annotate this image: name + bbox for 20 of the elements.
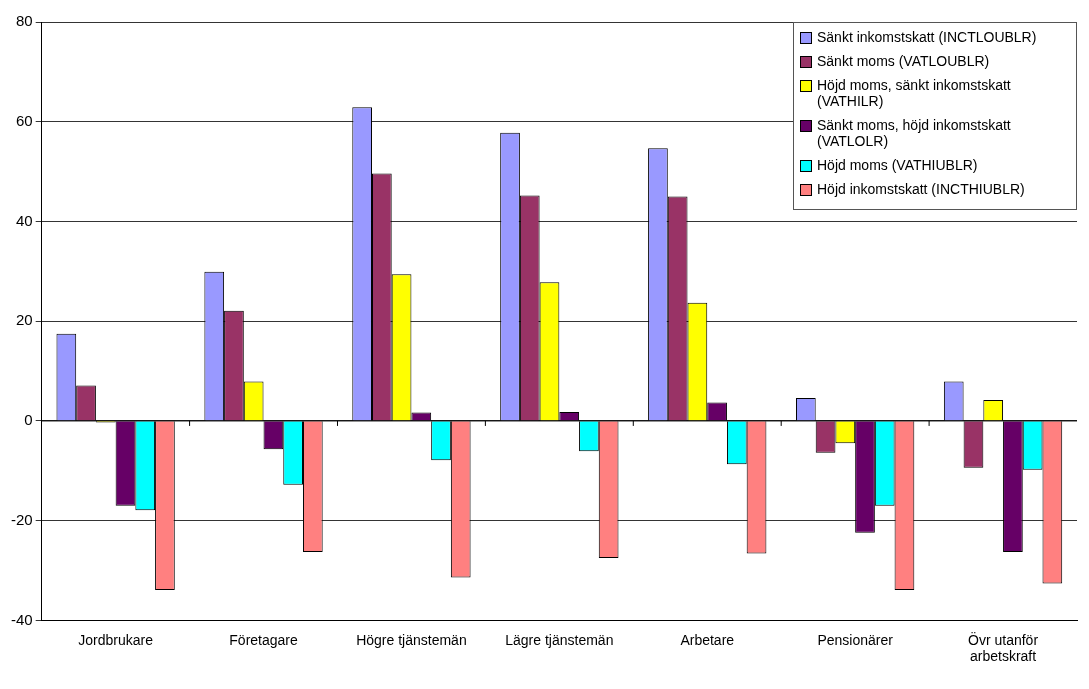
y-tick-label: 80 <box>15 12 33 30</box>
legend-label: Höjd moms, sänkt inkomstskatt (VATHILR) <box>817 77 1012 109</box>
legend-label: Sänkt inkomstskatt (INCTLOUBLR) <box>817 29 1037 45</box>
legend-label: Höjd inkomstskatt (INCTHIUBLR) <box>817 181 1025 197</box>
x-tick-label: Lägre tjänstemän <box>505 631 614 648</box>
x-tick-label: Arbetare <box>680 631 735 648</box>
y-tick-label: 60 <box>15 111 33 129</box>
x-tick-label: Företagare <box>229 631 298 648</box>
x-tick-label: Pensionärer <box>817 631 894 648</box>
legend-label: Sänkt moms, höjd inkomstskatt (VATLOLR) <box>817 117 1012 149</box>
y-tick-label: 0 <box>24 411 33 429</box>
y-tick-label: 20 <box>15 311 33 329</box>
x-tick-label: Övr utanför arbetskraft <box>968 630 1039 665</box>
y-tick-label: 40 <box>15 211 33 229</box>
y-tick-label: -20 <box>10 510 33 528</box>
x-tick-label: Jordbrukare <box>78 631 154 648</box>
y-tick-label: -40 <box>10 610 33 628</box>
legend-label: Sänkt moms (VATLOUBLR) <box>817 53 990 69</box>
legend-label: Höjd moms (VATHIUBLR) <box>817 157 978 173</box>
x-tick-label: Högre tjänstemän <box>356 631 467 648</box>
